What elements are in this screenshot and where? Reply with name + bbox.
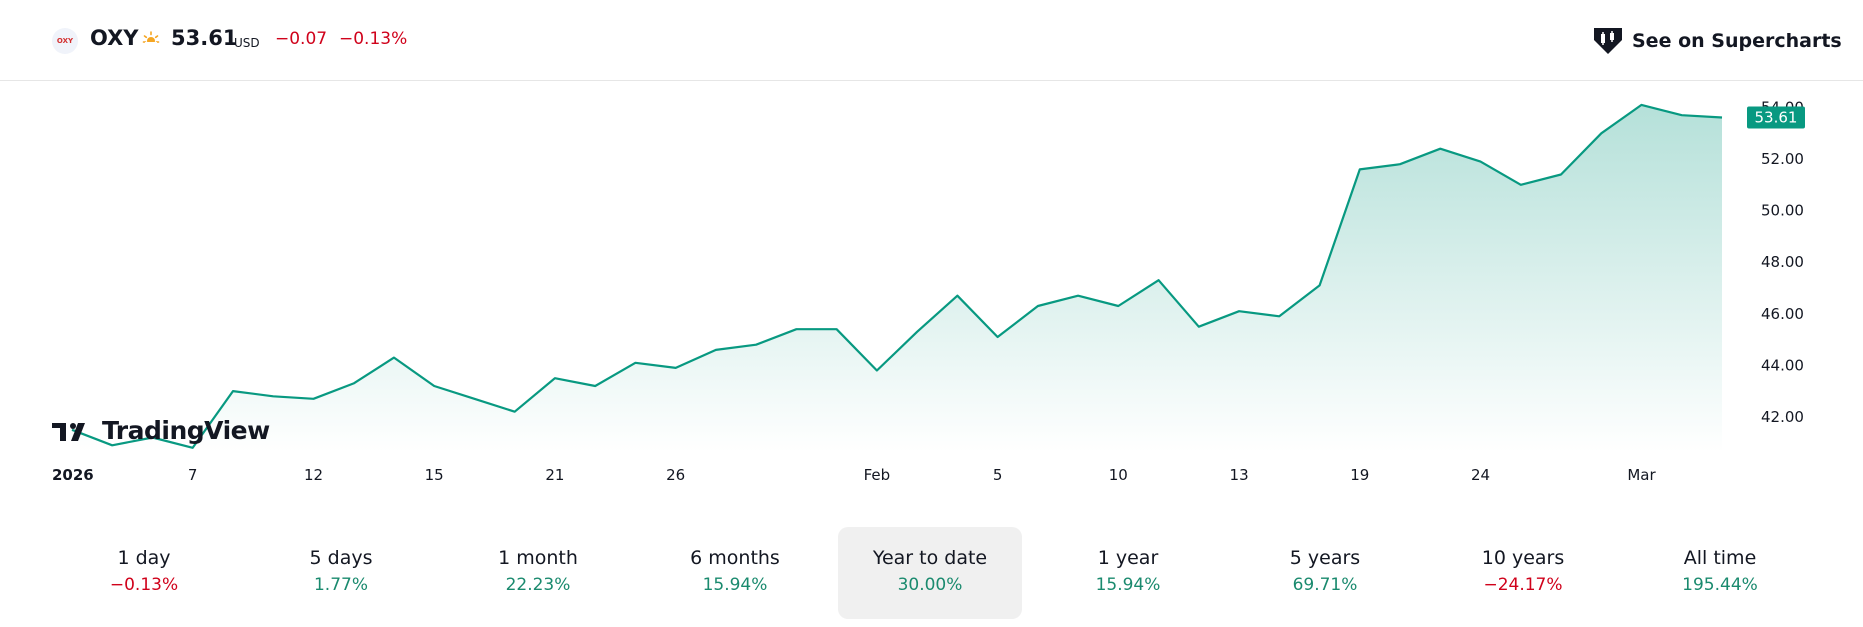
period-button-5-years[interactable]: 5 years 69.71% [1233, 527, 1417, 619]
currency-label: USD [234, 36, 260, 50]
period-return: −0.13% [109, 575, 179, 595]
x-tick-label: 21 [545, 466, 564, 484]
period-label: 1 month [498, 547, 578, 569]
tradingview-wordmark: TradingView [102, 416, 270, 445]
see-on-supercharts-button[interactable]: See on Supercharts [1592, 26, 1842, 56]
last-price: 53.61 [171, 26, 238, 50]
x-tick-label: Feb [864, 466, 891, 484]
x-tick-label: 26 [666, 466, 685, 484]
tradingview-logo-icon [52, 422, 85, 441]
tradingview-shield-icon [1594, 28, 1622, 54]
last-price-badge-label: 53.61 [1755, 109, 1798, 127]
tradingview-logo[interactable]: TradingView [52, 416, 270, 445]
x-tick-label: 19 [1350, 466, 1369, 484]
period-return: −24.17% [1483, 575, 1563, 595]
period-label: 10 years [1481, 547, 1565, 569]
sun-icon [142, 30, 160, 52]
price-line [71, 103, 1723, 449]
x-tick-label: 24 [1471, 466, 1490, 484]
price-change: −0.07 [275, 29, 328, 49]
period-label: 1 day [117, 547, 171, 569]
x-tick-label: 12 [304, 466, 323, 484]
period-label: Year to date [872, 547, 988, 569]
x-tick-label: 15 [425, 466, 444, 484]
last-price-badge [1747, 106, 1805, 129]
y-tick-label: 48.00 [1761, 253, 1804, 271]
company-logo: OXY [52, 28, 78, 54]
period-button-1-day[interactable]: 1 day −0.13% [52, 527, 236, 619]
period-return: 195.44% [1682, 575, 1758, 595]
x-tick-label: 10 [1109, 466, 1128, 484]
period-button-10-years[interactable]: 10 years −24.17% [1431, 527, 1615, 619]
symbol-header: OXY OXY 53.61 USD −0.07 −0.13% See on Su… [0, 0, 1863, 81]
x-tick-label: 7 [188, 466, 198, 484]
period-button-year-to-date[interactable]: Year to date 30.00% [838, 527, 1022, 619]
symbol-ticker[interactable]: OXY [90, 26, 139, 50]
period-button-1-month[interactable]: 1 month 22.23% [446, 527, 630, 619]
period-button-1-year[interactable]: 1 year 15.94% [1036, 527, 1220, 619]
y-tick-label: 52.00 [1761, 150, 1804, 168]
x-tick-label: 2026 [52, 466, 94, 484]
period-return: 15.94% [702, 575, 768, 595]
period-button-6-months[interactable]: 6 months 15.94% [643, 527, 827, 619]
period-return: 30.00% [897, 575, 963, 595]
period-return: 1.77% [313, 575, 368, 595]
price-area-fill [72, 104, 1722, 454]
period-button-all-time[interactable]: All time 195.44% [1628, 527, 1812, 619]
y-tick-label: 42.00 [1761, 408, 1804, 426]
x-tick-label: 13 [1230, 466, 1249, 484]
period-return: 22.23% [505, 575, 571, 595]
period-return: 69.71% [1292, 575, 1358, 595]
x-tick-label: Mar [1627, 466, 1656, 484]
company-logo-text: OXY [56, 37, 74, 45]
period-label: 5 years [1289, 547, 1361, 569]
y-tick-label: 50.00 [1761, 202, 1804, 220]
see-on-supercharts-label: See on Supercharts [1632, 30, 1842, 52]
period-label: All time [1683, 547, 1757, 569]
period-label: 5 days [309, 547, 373, 569]
x-tick-label: 5 [993, 466, 1003, 484]
y-tick-label: 44.00 [1761, 356, 1804, 374]
y-tick-label: 46.00 [1761, 305, 1804, 323]
price-change-percent: −0.13% [339, 29, 408, 49]
period-label: 1 year [1097, 547, 1159, 569]
period-label: 6 months [690, 547, 780, 569]
period-return: 15.94% [1095, 575, 1161, 595]
period-button-5-days[interactable]: 5 days 1.77% [249, 527, 433, 619]
